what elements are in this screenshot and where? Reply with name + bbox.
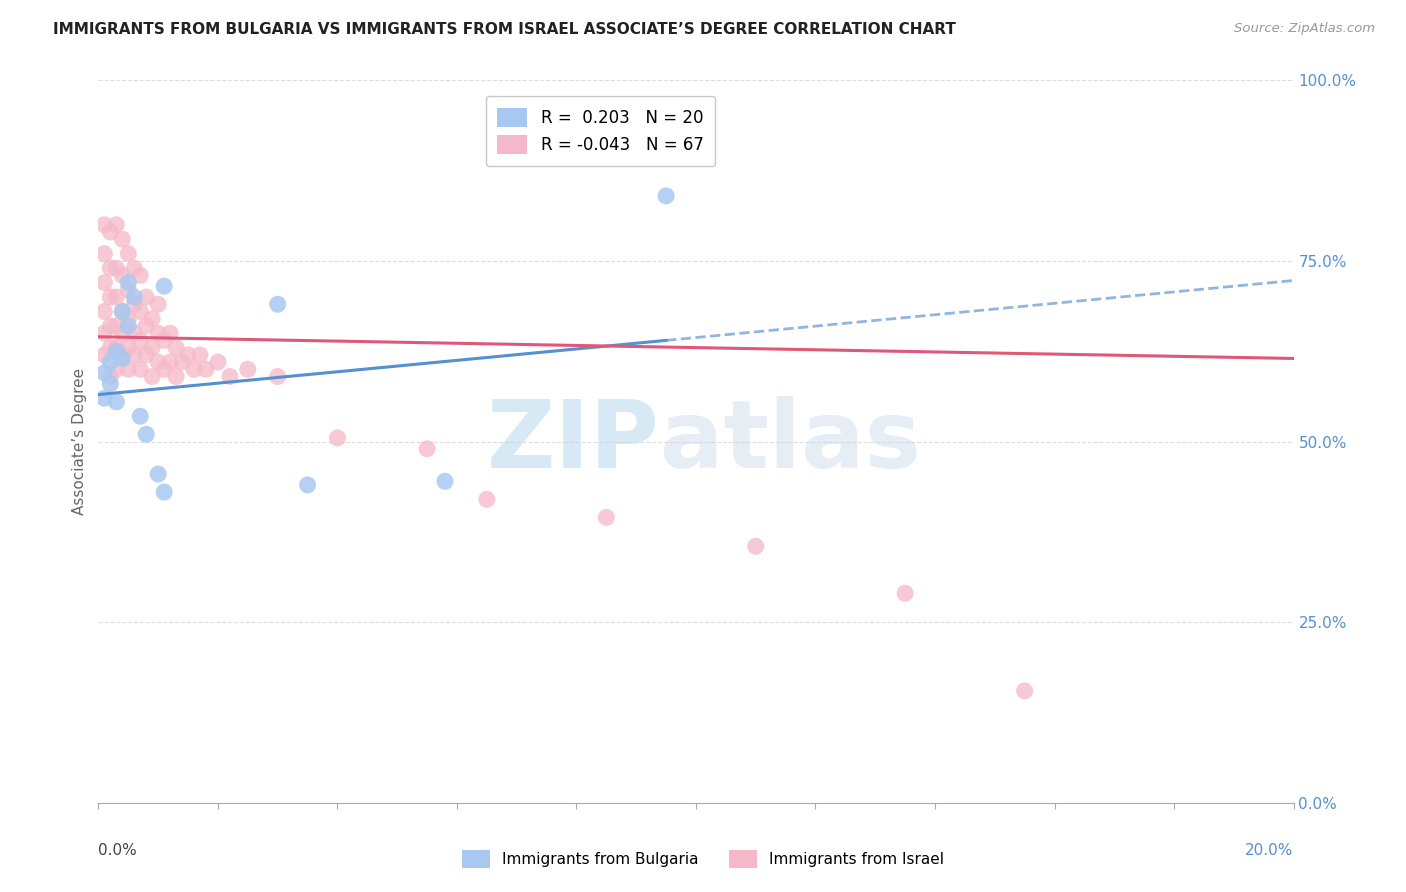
- Point: [98, 341, 122, 355]
- Point: [159, 355, 181, 369]
- Point: [111, 268, 134, 283]
- Point: [111, 351, 134, 366]
- Point: [267, 369, 290, 384]
- Point: [117, 283, 139, 297]
- Point: [117, 318, 139, 333]
- Point: [165, 369, 187, 384]
- Point: [148, 297, 170, 311]
- Point: [148, 467, 170, 481]
- Point: [135, 290, 157, 304]
- Point: [416, 442, 439, 456]
- Point: [105, 394, 128, 409]
- Point: [434, 475, 457, 489]
- Point: [153, 485, 176, 500]
- Point: [159, 326, 181, 340]
- Legend: R =  0.203   N = 20, R = -0.043   N = 67: R = 0.203 N = 20, R = -0.043 N = 67: [485, 95, 716, 166]
- Point: [111, 326, 134, 340]
- Point: [129, 268, 152, 283]
- Point: [135, 348, 157, 362]
- Point: [105, 261, 128, 276]
- Point: [141, 369, 163, 384]
- Point: [177, 348, 200, 362]
- Text: ZIP: ZIP: [488, 395, 661, 488]
- Text: atlas: atlas: [661, 395, 921, 488]
- Point: [105, 344, 128, 359]
- Point: [105, 341, 128, 355]
- Point: [105, 218, 128, 232]
- Point: [207, 355, 229, 369]
- Point: [326, 431, 349, 445]
- Point: [93, 276, 115, 290]
- Point: [93, 348, 115, 362]
- Point: [98, 290, 122, 304]
- Point: [98, 355, 122, 369]
- Y-axis label: Associate’s Degree: Associate’s Degree: [72, 368, 87, 515]
- Point: [153, 362, 176, 376]
- Point: [236, 362, 259, 376]
- Point: [111, 304, 134, 318]
- Point: [105, 362, 128, 376]
- Point: [148, 326, 170, 340]
- Point: [172, 355, 194, 369]
- Point: [124, 326, 146, 340]
- Point: [98, 261, 122, 276]
- Text: 0.0%: 0.0%: [98, 843, 138, 857]
- Point: [297, 478, 319, 492]
- Point: [141, 311, 163, 326]
- Point: [105, 290, 128, 304]
- Point: [894, 586, 917, 600]
- Text: IMMIGRANTS FROM BULGARIA VS IMMIGRANTS FROM ISRAEL ASSOCIATE’S DEGREE CORRELATIO: IMMIGRANTS FROM BULGARIA VS IMMIGRANTS F…: [53, 22, 956, 37]
- Point: [153, 279, 176, 293]
- Point: [93, 391, 115, 405]
- Point: [111, 232, 134, 246]
- Point: [111, 304, 134, 318]
- Point: [141, 341, 163, 355]
- Point: [655, 189, 678, 203]
- Point: [475, 492, 498, 507]
- Point: [93, 304, 115, 318]
- Legend: Immigrants from Bulgaria, Immigrants from Israel: Immigrants from Bulgaria, Immigrants fro…: [456, 844, 950, 873]
- Point: [98, 376, 122, 391]
- Point: [129, 304, 152, 318]
- Point: [93, 218, 115, 232]
- Text: 20.0%: 20.0%: [1246, 843, 1294, 857]
- Point: [129, 362, 152, 376]
- Point: [117, 311, 139, 326]
- Point: [129, 334, 152, 348]
- Point: [1014, 683, 1036, 698]
- Point: [117, 341, 139, 355]
- Point: [93, 366, 115, 380]
- Point: [188, 348, 211, 362]
- Point: [93, 326, 115, 340]
- Point: [98, 225, 122, 239]
- Point: [219, 369, 242, 384]
- Text: Source: ZipAtlas.com: Source: ZipAtlas.com: [1234, 22, 1375, 36]
- Point: [135, 318, 157, 333]
- Point: [195, 362, 218, 376]
- Point: [117, 246, 139, 260]
- Point: [117, 276, 139, 290]
- Point: [135, 427, 157, 442]
- Point: [117, 362, 139, 376]
- Point: [105, 318, 128, 333]
- Point: [124, 290, 146, 304]
- Point: [595, 510, 617, 524]
- Point: [111, 348, 134, 362]
- Point: [93, 246, 115, 260]
- Point: [98, 369, 122, 384]
- Point: [183, 362, 205, 376]
- Point: [153, 334, 176, 348]
- Point: [129, 409, 152, 424]
- Point: [124, 297, 146, 311]
- Point: [745, 539, 768, 553]
- Point: [267, 297, 290, 311]
- Point: [98, 318, 122, 333]
- Point: [124, 348, 146, 362]
- Point: [165, 341, 187, 355]
- Point: [124, 261, 146, 276]
- Point: [148, 355, 170, 369]
